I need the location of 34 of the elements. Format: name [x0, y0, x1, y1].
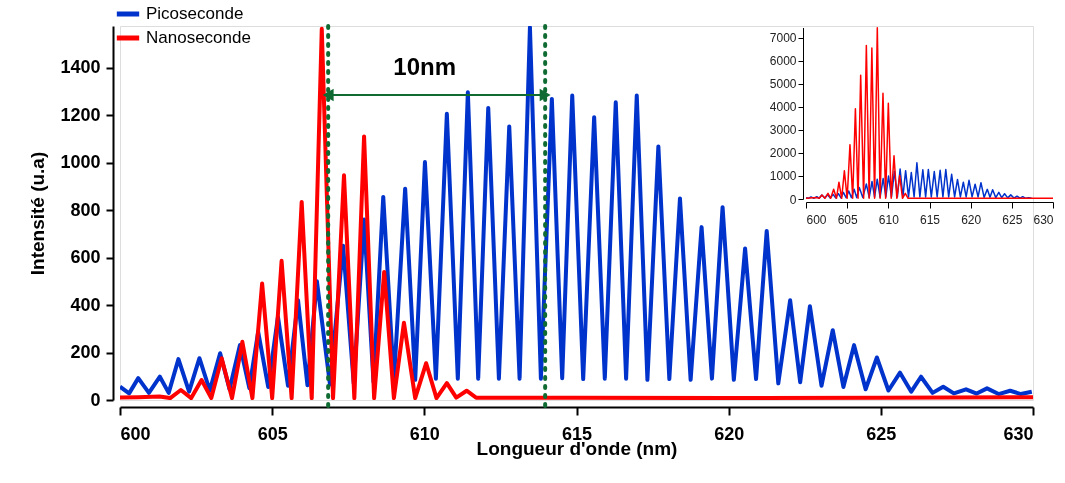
y-tick-label: 0: [90, 389, 101, 410]
y-tick-label: 6000: [769, 54, 797, 69]
y-tick-label: 2000: [769, 146, 797, 161]
y-tick-label: 5000: [769, 77, 797, 92]
y-tick-label: 3000: [769, 123, 797, 138]
x-tick-label: 630: [1003, 423, 1034, 444]
y-tick-label: 800: [70, 199, 101, 220]
x-tick-label: 600: [120, 423, 151, 444]
y-tick-label: 1200: [60, 104, 101, 125]
x-tick-label: 620: [714, 423, 745, 444]
x-tick-label: 610: [409, 423, 440, 444]
y-tick-label: 200: [70, 342, 101, 363]
y-tick-label: 7000: [769, 31, 797, 46]
y-axis-title: Intensité (u.a): [27, 151, 49, 276]
x-tick-label: 620: [961, 212, 982, 227]
legend-label: Nanoseconde: [146, 28, 251, 47]
y-tick-label: 4000: [769, 100, 797, 115]
y-tick-label: 1000: [60, 152, 101, 173]
y-tick-label: 1400: [60, 57, 101, 78]
legend-label: Picoseconde: [146, 4, 244, 23]
x-tick-label: 605: [257, 423, 288, 444]
annotation: 10nm: [393, 53, 457, 80]
y-tick-label: 0: [789, 192, 797, 207]
x-tick-label: 605: [837, 212, 858, 227]
x-tick-label: 625: [866, 423, 897, 444]
y-tick-label: 400: [70, 294, 101, 315]
line-series: [805, 162, 1033, 200]
x-tick-label: 610: [878, 212, 900, 227]
x-tick-label: 615: [919, 212, 941, 227]
x-tick-label: 600: [806, 212, 827, 227]
y-tick-label: 600: [70, 247, 101, 268]
x-tick-label: 625: [1002, 212, 1023, 227]
x-tick-label: 630: [1033, 212, 1054, 227]
y-tick-label: 1000: [769, 169, 797, 184]
